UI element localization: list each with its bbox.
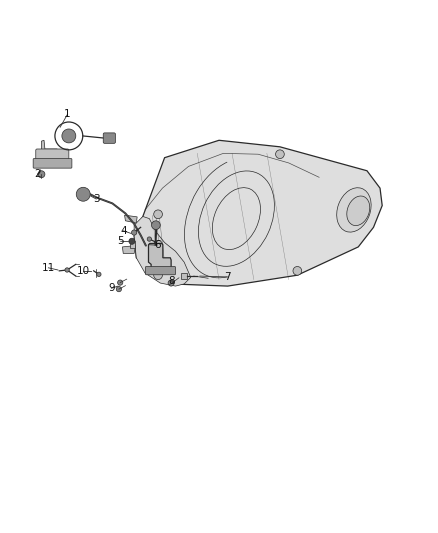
Circle shape: [131, 230, 137, 235]
Circle shape: [276, 150, 284, 158]
Polygon shape: [134, 140, 382, 286]
Circle shape: [147, 237, 152, 241]
FancyBboxPatch shape: [33, 158, 72, 168]
FancyBboxPatch shape: [181, 273, 187, 279]
Text: 5: 5: [117, 236, 124, 246]
Circle shape: [152, 221, 160, 230]
Text: 6: 6: [154, 240, 160, 250]
Text: 11: 11: [42, 263, 55, 273]
Ellipse shape: [347, 196, 370, 225]
FancyBboxPatch shape: [36, 149, 69, 163]
FancyBboxPatch shape: [103, 133, 116, 143]
Polygon shape: [122, 246, 135, 254]
Text: 1: 1: [64, 109, 71, 119]
Text: 10: 10: [77, 266, 90, 276]
FancyBboxPatch shape: [145, 266, 176, 275]
Text: 9: 9: [108, 283, 115, 293]
Ellipse shape: [337, 188, 371, 232]
Circle shape: [62, 129, 76, 143]
Circle shape: [168, 280, 174, 286]
Circle shape: [97, 272, 101, 277]
Circle shape: [38, 171, 45, 177]
Circle shape: [116, 287, 121, 292]
Circle shape: [129, 238, 135, 244]
Circle shape: [76, 187, 90, 201]
Circle shape: [154, 240, 162, 249]
Text: 4: 4: [120, 226, 127, 236]
Text: 8: 8: [168, 276, 174, 286]
Circle shape: [65, 268, 69, 272]
FancyBboxPatch shape: [130, 241, 134, 248]
Text: 3: 3: [93, 194, 99, 204]
Circle shape: [154, 271, 162, 279]
Text: 7: 7: [224, 272, 231, 282]
Polygon shape: [124, 215, 137, 223]
Polygon shape: [134, 216, 191, 286]
Polygon shape: [148, 244, 171, 270]
Polygon shape: [42, 140, 57, 154]
Circle shape: [293, 266, 302, 275]
Circle shape: [154, 210, 162, 219]
Circle shape: [117, 280, 123, 285]
Text: 2: 2: [34, 169, 41, 179]
